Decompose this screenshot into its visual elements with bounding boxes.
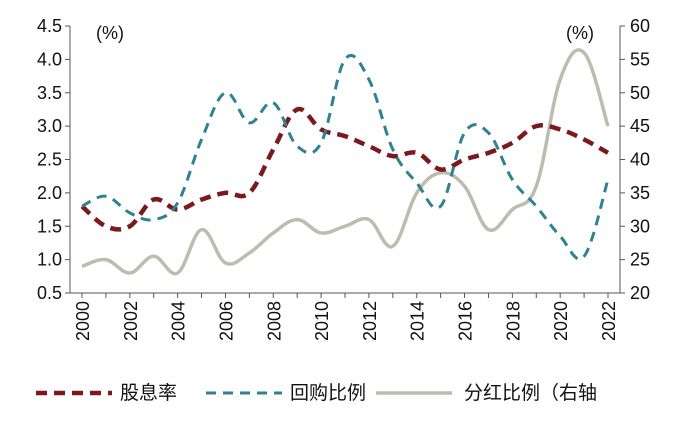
series-line-分红比例（右轴	[81, 48, 610, 276]
y-left-tick-label: 4.5	[37, 16, 62, 36]
y-left-tick-label: 2.0	[37, 183, 62, 203]
y-left-unit-label: (%)	[96, 23, 124, 43]
y-right-tick-label: 55	[630, 49, 650, 69]
y-left-tick-label: 1.0	[37, 250, 62, 270]
y-right-tick-label: 60	[630, 16, 650, 36]
y-right-tick-label: 45	[630, 116, 650, 136]
y-left-tick-label: 3.5	[37, 83, 62, 103]
x-tick-label: 2022	[599, 301, 619, 341]
x-tick-label: 2002	[121, 301, 141, 341]
y-right-tick-label: 20	[630, 283, 650, 303]
legend-label: 分红比例（右轴	[464, 382, 597, 404]
y-left-tick-label: 0.5	[37, 283, 62, 303]
legend-label: 股息率	[120, 382, 177, 404]
x-tick-label: 2006	[216, 301, 236, 341]
y-right-tick-label: 50	[630, 83, 650, 103]
y-left-tick-label: 1.5	[37, 216, 62, 236]
y-left-tick-label: 4.0	[37, 49, 62, 69]
x-tick-label: 2014	[408, 301, 428, 341]
chart-labels: 0.5 1.0 1.5 2.0 2.5 3.0 3.5 4.0 4.5 20 25 30 35 40 45 5…	[37, 16, 650, 341]
chart-legend: 股息率 回购比例 分红比例（右轴	[36, 382, 597, 404]
x-tick-label: 2004	[169, 301, 189, 341]
x-tick-label: 2020	[551, 301, 571, 341]
y-right-tick-label: 40	[630, 150, 650, 170]
y-left-tick-label: 2.5	[37, 150, 62, 170]
x-tick-label: 2000	[73, 301, 93, 341]
x-tick-label: 2016	[456, 301, 476, 341]
series-line-回购比例	[81, 53, 610, 261]
x-tick-label: 2008	[264, 301, 284, 341]
y-right-tick-label: 25	[630, 250, 650, 270]
y-right-tick-label: 30	[630, 216, 650, 236]
y-right-tick-label: 35	[630, 183, 650, 203]
y-right-unit-label: (%)	[566, 23, 594, 43]
x-tick-label: 2012	[360, 301, 380, 341]
chart-series	[80, 48, 610, 276]
x-tick-label: 2018	[503, 301, 523, 341]
x-tick-label: 2010	[312, 301, 332, 341]
y-left-tick-label: 3.0	[37, 116, 62, 136]
chart-axes	[65, 25, 625, 298]
series-line-股息率	[80, 106, 610, 232]
legend-label: 回购比例	[290, 382, 366, 404]
